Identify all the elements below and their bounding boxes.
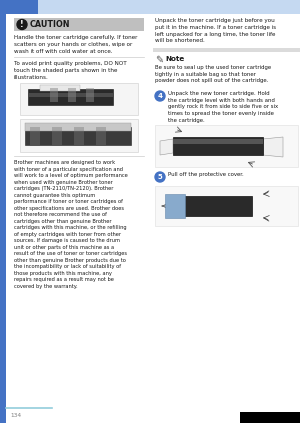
Text: CAUTION: CAUTION (30, 20, 70, 29)
Bar (40, 85, 80, 91)
Bar (28, 93, 113, 97)
Circle shape (155, 91, 165, 101)
Bar (20, 83, 138, 115)
Bar (0, 14, 6, 423)
Text: Note: Note (165, 56, 184, 62)
Polygon shape (263, 137, 283, 157)
Bar (153, 48, 300, 52)
Text: 4: 4 (158, 93, 163, 99)
Bar (167, 196, 252, 216)
Text: Be sure to seal up the used toner cartridge
tightly in a suitable bag so that to: Be sure to seal up the used toner cartri… (155, 65, 271, 83)
Text: Pull off the protective cover.: Pull off the protective cover. (168, 172, 244, 177)
Bar (173, 139, 263, 144)
Bar (52, 127, 62, 145)
Circle shape (155, 172, 165, 182)
Bar (68, 88, 76, 102)
Bar (25, 127, 131, 145)
Text: Brother machines are designed to work
with toner of a particular specification a: Brother machines are designed to work wi… (14, 160, 128, 289)
Bar (25, 123, 131, 131)
Bar (74, 127, 84, 145)
Bar (165, 194, 185, 218)
Text: Unpack the new toner cartridge. Hold
the cartridge level with both hands and
gen: Unpack the new toner cartridge. Hold the… (168, 91, 278, 123)
Bar (30, 127, 40, 145)
Text: To avoid print quality problems, DO NOT
touch the shaded parts shown in the
illu: To avoid print quality problems, DO NOT … (14, 61, 127, 80)
Text: !: ! (20, 20, 24, 29)
Bar (155, 186, 298, 226)
Bar (155, 125, 298, 167)
Polygon shape (160, 139, 173, 155)
Bar (240, 412, 300, 423)
Bar (28, 89, 113, 105)
Bar (20, 119, 138, 152)
Bar (0, 0, 38, 14)
Bar (0, 0, 300, 14)
Text: ✎: ✎ (155, 55, 163, 65)
Bar (50, 88, 58, 102)
Text: 5: 5 (158, 174, 162, 180)
Circle shape (17, 19, 27, 30)
Bar (86, 88, 94, 102)
Text: 134: 134 (10, 413, 21, 418)
Bar (173, 137, 263, 155)
Bar (14, 18, 144, 31)
Text: Unpack the toner cartridge just before you
put it in the machine. If a toner car: Unpack the toner cartridge just before y… (155, 18, 276, 44)
Text: Handle the toner cartridge carefully. If toner
scatters on your hands or clothes: Handle the toner cartridge carefully. If… (14, 35, 137, 54)
Bar (96, 127, 106, 145)
